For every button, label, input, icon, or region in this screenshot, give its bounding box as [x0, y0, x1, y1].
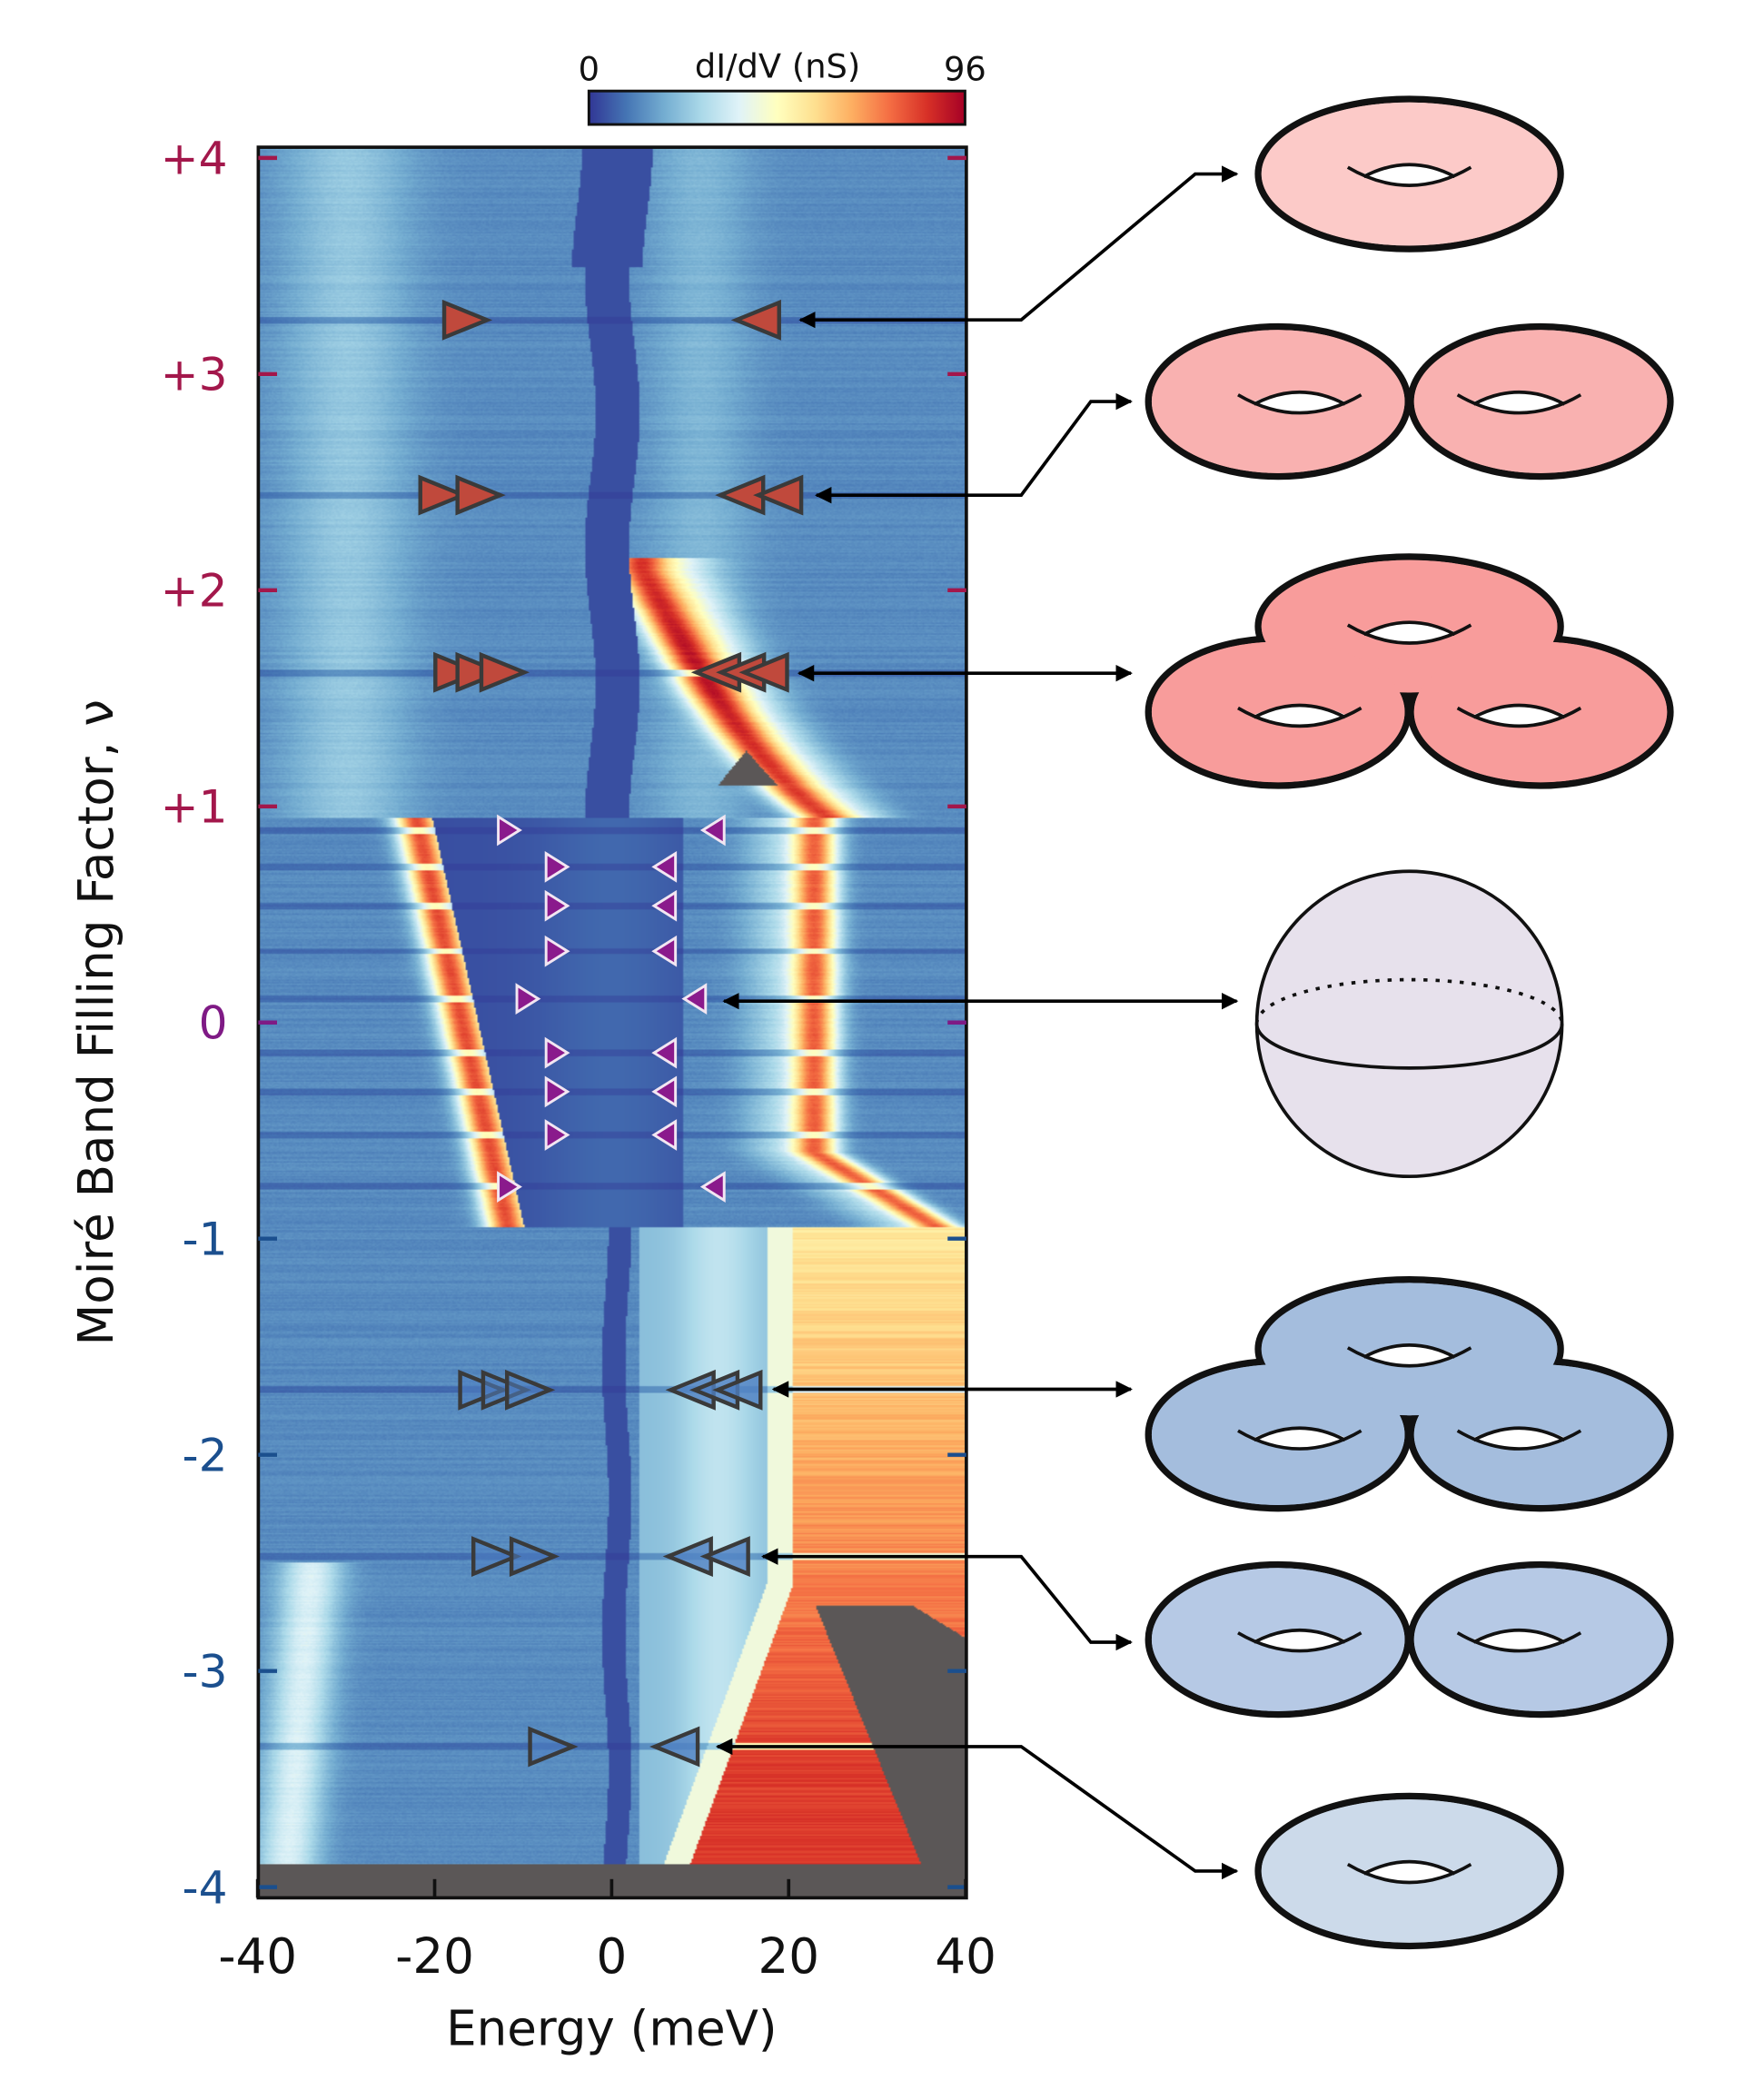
marker-right-triangle [515, 983, 541, 1015]
x-tick-label: -20 [395, 1928, 474, 1985]
marker-right-triangle [505, 1369, 556, 1411]
marker-right-triangle [544, 1119, 570, 1151]
marker-right-triangle [544, 889, 570, 922]
marker-left-triangle [699, 1536, 750, 1577]
marker-right-triangle [544, 1075, 570, 1108]
marker-left-triangle [699, 1171, 726, 1204]
marker-right-triangle [441, 299, 493, 341]
marker-left-triangle [649, 1726, 700, 1768]
marker-layer [418, 299, 804, 1768]
y-tick-label: -1 [183, 1213, 228, 1265]
arrow-genus1-bottom [715, 1738, 1239, 1880]
marker-right-triangle [528, 1726, 579, 1768]
axis-ticks: +4 +3 +2 +1 0 -1 -2 -3 -4 -40 -20 0 20 40 [161, 133, 996, 1985]
x-axis-label: Energy (meV) [446, 2001, 777, 2057]
marker-right-triangle [497, 1171, 522, 1204]
colorbar-max-label: 96 [944, 49, 986, 88]
marker-left-triangle [651, 1036, 678, 1069]
marker-right-triangle [455, 651, 506, 693]
y-tick-label: +2 [161, 564, 228, 617]
schematic-torus-genus-2 [1144, 1560, 1674, 1719]
marker-right-triangle [471, 1536, 522, 1577]
marker-right-triangle [509, 1536, 560, 1577]
y-tick-label: 0 [199, 996, 228, 1049]
arrow-genus2-top [814, 392, 1133, 504]
marker-right-triangle [497, 814, 522, 847]
y-tick-label: -4 [183, 1861, 228, 1914]
marker-left-triangle [651, 851, 678, 883]
schematic-torus-genus-3 [1144, 1275, 1674, 1512]
marker-right-triangle [544, 1036, 570, 1069]
arrows [715, 165, 1239, 1880]
schematic-sphere [1254, 869, 1564, 1179]
marker-left-triangle [651, 889, 678, 922]
arrow-genus2-bottom [761, 1548, 1133, 1651]
schematic-torus-genus-2 [1144, 322, 1674, 480]
marker-left-triangle [738, 651, 789, 693]
marker-right-triangle [455, 474, 506, 516]
marker-left-triangle [699, 814, 726, 847]
x-tick-label: 0 [597, 1928, 628, 1985]
y-tick-label: +3 [161, 349, 228, 401]
schematic-torus-genus-1 [1254, 1792, 1564, 1950]
marker-right-triangle [481, 1369, 531, 1411]
marker-left-triangle [712, 1369, 763, 1411]
x-tick-label: 40 [935, 1928, 996, 1985]
x-tick-label: 20 [758, 1928, 819, 1985]
y-tick-label: -3 [183, 1645, 228, 1698]
marker-right-triangle [544, 851, 570, 883]
marker-right-triangle [479, 651, 530, 693]
marker-left-triangle [730, 299, 781, 341]
heatmap-image [258, 147, 966, 1898]
topology-schematics [1144, 95, 1674, 1950]
marker-left-triangle [651, 1119, 678, 1151]
marker-left-triangle [753, 474, 804, 516]
marker-left-triangle [651, 935, 678, 967]
marker-left-triangle [681, 983, 708, 1015]
colorbar-label: dI/dV (nS) [695, 46, 860, 85]
y-axis-label: Moiré Band Filling Factor, ν [68, 699, 124, 1345]
arrow-genus1-top [798, 165, 1239, 329]
y-tick-label: +1 [161, 780, 228, 833]
schematic-torus-genus-3 [1144, 553, 1674, 789]
schematic-torus-genus-1 [1254, 95, 1564, 253]
colorbar: 0 dI/dV (nS) 96 [579, 46, 986, 126]
marker-left-triangle [651, 1075, 678, 1108]
marker-right-triangle [544, 935, 570, 967]
x-tick-label: -40 [218, 1928, 297, 1985]
colorbar-gradient [587, 89, 966, 126]
marker-right-triangle [418, 474, 469, 516]
y-tick-label: -2 [183, 1429, 228, 1481]
y-tick-label: +4 [161, 133, 228, 185]
colorbar-min-label: 0 [579, 49, 600, 88]
